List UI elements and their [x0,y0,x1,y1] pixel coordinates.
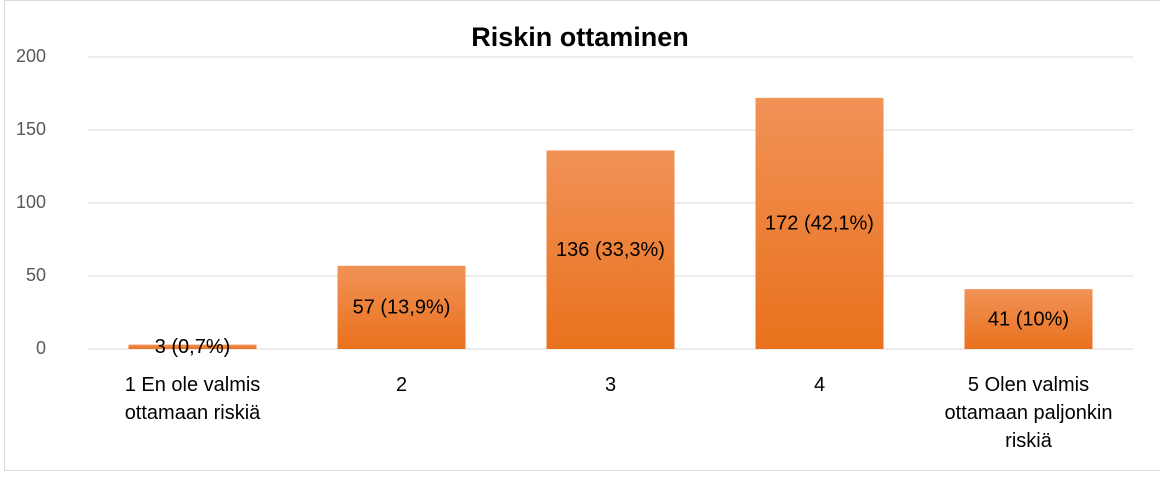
bar [546,150,675,349]
bar [337,265,466,349]
x-tick-label: 5 Olen valmis ottamaan paljonkin riskiä [944,374,1113,452]
data-label: 136 (33,3%) [556,239,665,261]
x-tick-label: 1 En ole valmis ottamaan riskiä [124,374,261,424]
x-tick-label: 3 [604,374,617,396]
bar [964,289,1093,349]
data-label: 3 (0,7%) [155,336,231,358]
bar [755,97,884,349]
y-tick-label: 50 [26,265,46,285]
chart-border [4,0,1160,471]
x-tick-label: 4 [813,374,826,396]
bar [128,344,257,349]
x-tick-label: 2 [395,374,408,396]
y-tick-label: 150 [16,119,46,139]
chart-title: Riskin ottaminen [471,22,689,52]
data-label: 172 (42,1%) [765,213,874,235]
data-label: 41 (10%) [988,308,1069,330]
y-tick-label: 0 [36,338,46,358]
data-label: 57 (13,9%) [353,297,451,319]
y-tick-label: 200 [16,46,46,66]
y-tick-label: 100 [16,192,46,212]
